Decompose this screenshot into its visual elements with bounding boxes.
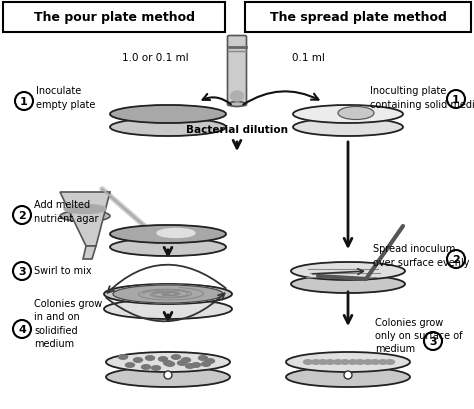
Ellipse shape bbox=[334, 360, 343, 364]
Ellipse shape bbox=[311, 360, 320, 364]
Text: The pour plate method: The pour plate method bbox=[34, 11, 194, 25]
Ellipse shape bbox=[164, 361, 173, 365]
FancyBboxPatch shape bbox=[228, 36, 246, 106]
Ellipse shape bbox=[110, 238, 226, 256]
FancyBboxPatch shape bbox=[3, 3, 225, 33]
Text: 1: 1 bbox=[20, 97, 28, 107]
Text: 4: 4 bbox=[18, 324, 26, 334]
Text: Spread inoculum
over surface evenly: Spread inoculum over surface evenly bbox=[373, 244, 470, 267]
Ellipse shape bbox=[152, 366, 161, 370]
Ellipse shape bbox=[104, 299, 232, 319]
Ellipse shape bbox=[165, 362, 174, 366]
Ellipse shape bbox=[110, 225, 226, 243]
Text: Add melted
nutrient agar: Add melted nutrient agar bbox=[34, 200, 99, 223]
Ellipse shape bbox=[104, 284, 232, 304]
Ellipse shape bbox=[182, 358, 191, 362]
Ellipse shape bbox=[293, 106, 403, 124]
Ellipse shape bbox=[146, 356, 155, 360]
Ellipse shape bbox=[229, 102, 245, 107]
Ellipse shape bbox=[134, 358, 143, 362]
Ellipse shape bbox=[158, 357, 167, 362]
Ellipse shape bbox=[118, 355, 128, 360]
Ellipse shape bbox=[340, 360, 349, 364]
Text: 2: 2 bbox=[452, 254, 460, 264]
FancyArrowPatch shape bbox=[313, 269, 364, 274]
Text: Inoculting plate
containing solid medium: Inoculting plate containing solid medium bbox=[370, 86, 474, 109]
Ellipse shape bbox=[303, 360, 312, 364]
Text: 1.0 or 0.1 ml: 1.0 or 0.1 ml bbox=[122, 53, 188, 63]
FancyArrowPatch shape bbox=[106, 294, 225, 321]
Ellipse shape bbox=[110, 119, 226, 137]
Ellipse shape bbox=[385, 360, 394, 364]
Ellipse shape bbox=[286, 352, 410, 372]
Text: 2: 2 bbox=[18, 211, 26, 220]
FancyArrowPatch shape bbox=[202, 95, 231, 105]
Circle shape bbox=[164, 371, 172, 379]
Ellipse shape bbox=[286, 367, 410, 387]
Polygon shape bbox=[60, 193, 110, 246]
Ellipse shape bbox=[60, 211, 110, 222]
Ellipse shape bbox=[142, 365, 151, 369]
FancyArrowPatch shape bbox=[243, 92, 319, 105]
Circle shape bbox=[13, 207, 31, 225]
Ellipse shape bbox=[293, 119, 403, 137]
Text: Bacterial dilution: Bacterial dilution bbox=[186, 125, 288, 135]
FancyArrowPatch shape bbox=[108, 265, 226, 293]
Ellipse shape bbox=[185, 364, 194, 369]
Text: Colonies grow
in and on
solidified
medium: Colonies grow in and on solidified mediu… bbox=[34, 299, 102, 348]
Ellipse shape bbox=[326, 360, 335, 364]
Text: 3: 3 bbox=[18, 266, 26, 276]
Text: 3: 3 bbox=[429, 336, 437, 346]
Text: The spread plate method: The spread plate method bbox=[270, 11, 447, 25]
Ellipse shape bbox=[371, 360, 380, 364]
Ellipse shape bbox=[206, 359, 215, 363]
Text: 0.1 ml: 0.1 ml bbox=[292, 53, 324, 63]
Ellipse shape bbox=[172, 355, 181, 360]
Circle shape bbox=[344, 371, 352, 379]
Ellipse shape bbox=[364, 360, 373, 364]
Ellipse shape bbox=[113, 285, 223, 303]
FancyBboxPatch shape bbox=[245, 3, 471, 33]
Ellipse shape bbox=[201, 362, 210, 366]
Ellipse shape bbox=[379, 360, 388, 364]
Ellipse shape bbox=[348, 360, 357, 364]
Text: 1: 1 bbox=[452, 95, 460, 105]
Circle shape bbox=[15, 93, 33, 111]
Ellipse shape bbox=[338, 107, 374, 120]
Ellipse shape bbox=[106, 367, 230, 387]
Circle shape bbox=[447, 91, 465, 109]
Ellipse shape bbox=[291, 262, 405, 280]
Circle shape bbox=[447, 250, 465, 268]
Ellipse shape bbox=[199, 356, 208, 360]
Ellipse shape bbox=[230, 92, 244, 102]
Text: Colonies grow
only on surface of
medium: Colonies grow only on surface of medium bbox=[375, 317, 463, 353]
Circle shape bbox=[13, 262, 31, 280]
Ellipse shape bbox=[106, 352, 230, 372]
Ellipse shape bbox=[177, 361, 186, 365]
Ellipse shape bbox=[291, 275, 405, 293]
Ellipse shape bbox=[64, 205, 106, 214]
Ellipse shape bbox=[356, 360, 365, 364]
Ellipse shape bbox=[157, 229, 195, 238]
Circle shape bbox=[424, 332, 442, 350]
Polygon shape bbox=[83, 246, 96, 259]
Circle shape bbox=[13, 320, 31, 338]
Ellipse shape bbox=[126, 363, 135, 367]
Text: Swirl to mix: Swirl to mix bbox=[34, 265, 91, 275]
Ellipse shape bbox=[319, 360, 328, 364]
Ellipse shape bbox=[110, 106, 226, 124]
Ellipse shape bbox=[191, 363, 201, 367]
Text: Inoculate
empty plate: Inoculate empty plate bbox=[36, 86, 95, 109]
